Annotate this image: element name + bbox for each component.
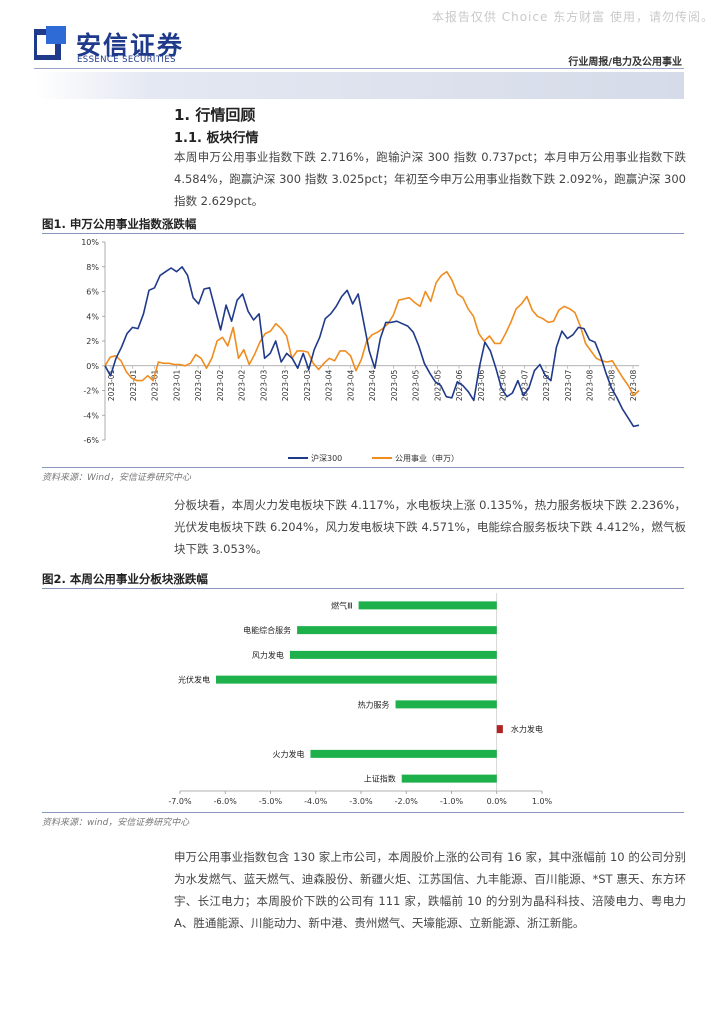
y-tick-label: -4%	[83, 411, 99, 420]
company-performance-paragraph: 申万公用事业指数包含 130 家上市公司，本周股价上涨的公司有 16 家，其中涨…	[174, 850, 686, 930]
bar	[395, 700, 497, 709]
x-tick-label: -6.0%	[214, 797, 238, 806]
bar	[401, 774, 497, 783]
x-tick-label: 2023-06	[499, 370, 508, 402]
x-tick-label: -5.0%	[259, 797, 283, 806]
bar	[297, 626, 497, 635]
legend-label: 沪深300	[311, 453, 342, 463]
logo-chinese-name: 安信证券	[76, 31, 185, 60]
y-tick-label: -6%	[83, 436, 99, 445]
header-divider	[34, 68, 684, 69]
x-tick-label: 2023-05	[433, 370, 442, 402]
subsection-heading: 1.1. 板块行情	[174, 131, 259, 146]
bar-category-label: 上证指数	[364, 774, 396, 784]
x-tick-label: -1.0%	[440, 797, 464, 806]
x-tick-label: -2.0%	[395, 797, 419, 806]
figure1-source: 资料来源：Wind，安信证券研究中心	[42, 473, 191, 483]
bar-category-label: 光伏发电	[178, 675, 210, 685]
x-tick-label: 2023-04	[368, 370, 377, 402]
bar-category-label: 风力发电	[252, 650, 284, 660]
logo-english-name: ESSENCE SECURITIES	[77, 55, 176, 65]
bar-category-label: 电能综合服务	[243, 625, 291, 635]
x-tick-label: -7.0%	[168, 797, 192, 806]
figure2-bottom-rule	[42, 812, 684, 813]
watermark-text: 本报告仅供 Choice 东方财富 使用，请勿传阅。	[431, 10, 714, 24]
index-line-chart: -6% -4% -2% 0% 2% 4% 6% 8% 10% 2023-01 2023-01 2023…	[81, 238, 640, 463]
x-tick-label: 2023-02	[216, 370, 225, 402]
x-tick-label: 2023-08	[586, 370, 595, 402]
x-tick-label: 2023-04	[325, 370, 334, 402]
bar-category-label: 火力发电	[272, 749, 304, 759]
figure2-top-rule	[42, 588, 684, 589]
bar-category-label: 燃气Ⅲ	[331, 600, 353, 610]
y-tick-label: 6%	[86, 288, 99, 297]
y-tick-label: -2%	[83, 387, 99, 396]
x-tick-label: 2023-01	[151, 370, 160, 402]
x-tick-label: 2023-01	[129, 370, 138, 402]
x-tick-label: 2023-02	[194, 370, 203, 402]
report-category: 行业周报/电力及公用事业	[568, 57, 682, 68]
x-tick-label: 2023-08	[629, 370, 638, 402]
x-tick-label: 2023-07	[542, 370, 551, 402]
market-summary-paragraph: 本周申万公用事业指数下跌 2.716%，跑输沪深 300 指数 0.737pct…	[174, 150, 686, 208]
x-tick-label: 2023-01	[172, 370, 181, 402]
series-line-hs300	[104, 265, 640, 428]
bar	[310, 749, 497, 758]
figure2-source: 资料来源：wind，安信证券研究中心	[42, 818, 190, 828]
x-tick-label: 2023-06	[455, 370, 464, 402]
x-tick-label: 2023-07	[520, 370, 529, 402]
x-tick-label: 2023-03	[303, 370, 312, 402]
series-line-utilities	[104, 270, 640, 397]
sector-bar-chart: -7.0% -6.0% -5.0% -4.0% -3.0% -2.0% -1.0% 0.0% 1…	[168, 593, 553, 806]
x-tick-label: 2023-05	[412, 370, 421, 402]
y-tick-label: 8%	[86, 263, 99, 272]
bar	[358, 601, 497, 610]
y-tick-label: 0%	[86, 362, 99, 371]
y-tick-label: 4%	[86, 312, 99, 321]
x-tick-label: 2023-03	[281, 370, 290, 402]
figure2-title: 图2. 本周公用事业分板块涨跌幅	[42, 572, 208, 586]
x-tick-label: 0.0%	[487, 797, 508, 806]
x-tick-label: 2023-03	[259, 370, 268, 402]
x-tick-label: -4.0%	[304, 797, 328, 806]
figure1-title: 图1. 申万公用事业指数涨跌幅	[42, 217, 197, 231]
x-tick-label: 2023-04	[346, 370, 355, 402]
section-heading: 1. 行情回顾	[174, 106, 256, 124]
x-tick-label: 2023-05	[390, 370, 399, 402]
y-tick-label: 2%	[86, 337, 99, 346]
x-tick-label: 1.0%	[532, 797, 553, 806]
header-band	[34, 72, 684, 99]
y-tick-label: 10%	[81, 238, 99, 247]
x-tick-label: 2023-08	[607, 370, 616, 402]
bar-category-label: 水力发电	[511, 724, 543, 734]
figure1-top-rule	[42, 233, 684, 234]
x-tick-label: 2023-01	[107, 370, 116, 402]
bar	[289, 650, 497, 659]
bar	[216, 675, 497, 684]
x-tick-label: 2023-07	[564, 370, 573, 402]
figure1-bottom-rule	[42, 467, 684, 468]
bar	[496, 725, 503, 734]
x-tick-label: -3.0%	[349, 797, 373, 806]
essence-logo-icon	[34, 26, 66, 60]
sector-performance-paragraph: 分板块看，本周火力发电板块下跌 4.117%，水电板块上涨 0.135%，热力服…	[174, 498, 686, 556]
x-tick-label: 2023-06	[477, 370, 486, 402]
bar-category-label: 热力服务	[358, 699, 390, 709]
x-tick-label: 2023-02	[238, 370, 247, 402]
legend-label: 公用事业（申万）	[395, 453, 459, 463]
